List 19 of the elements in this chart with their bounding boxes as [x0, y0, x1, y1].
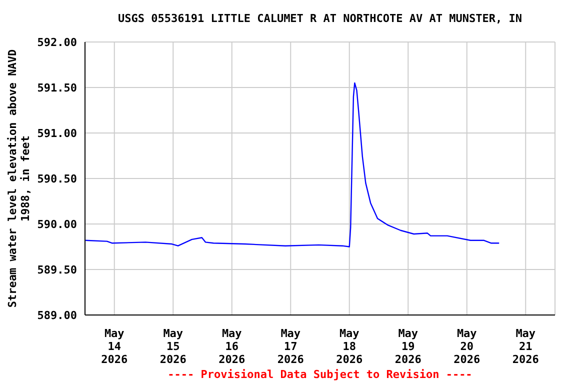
x-tick-label: May 18 2026 [336, 327, 363, 366]
y-tick-label: 592.00 [37, 36, 77, 49]
text: ---- Provisional Data Subject to Revision ---- [166, 368, 474, 381]
y-tick-label: 589.00 [37, 308, 77, 322]
x-tick-label: May 15 2026 [160, 327, 187, 366]
x-tick-label: May 16 2026 [218, 327, 246, 366]
x-tick-label: May 14 2026 [101, 327, 128, 366]
x-tick-label: May 17 2026 [277, 327, 304, 366]
y-tick-label: 590.00 [37, 218, 77, 231]
y-tick-label: 591.00 [37, 126, 77, 140]
x-tick-label: May 19 2026 [394, 327, 422, 366]
y-tick-label: 590.50 [37, 172, 77, 186]
line-series [85, 82, 500, 248]
x-tick-label: May 20 2026 [454, 327, 480, 366]
x-tick-label: May 21 2026 [512, 327, 540, 366]
y-axis-title: Stream water level elevation above NAVD 1988, in feet [6, 48, 32, 308]
chart-title: USGS 05536191 LITTLE CALUMET R AT NORTHCOTE AV AT MUNSTER, IN [117, 12, 523, 25]
y-tick-label: 589.50 [37, 263, 77, 276]
y-tick-label: 591.50 [37, 81, 77, 94]
